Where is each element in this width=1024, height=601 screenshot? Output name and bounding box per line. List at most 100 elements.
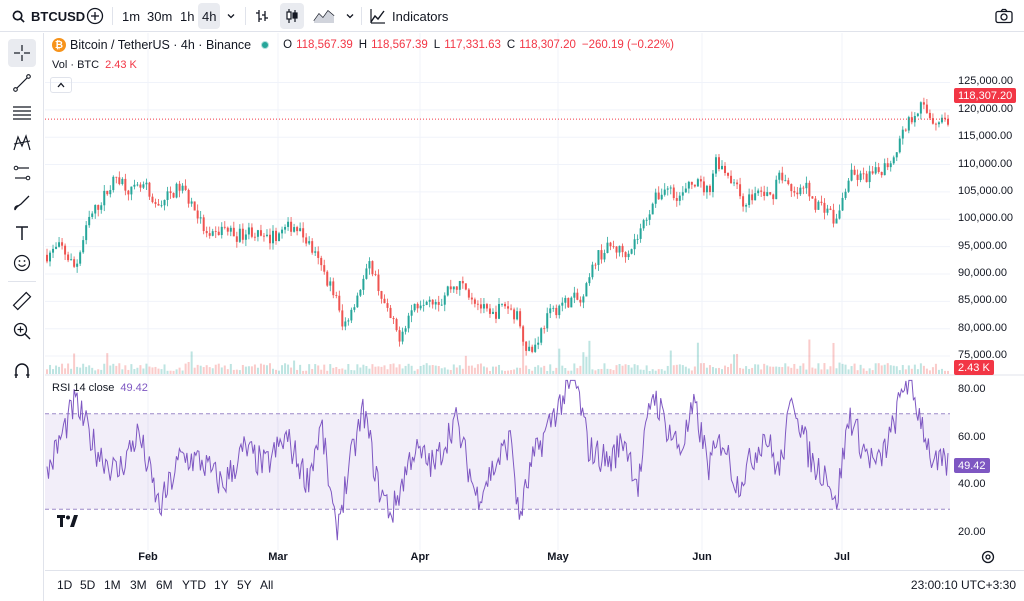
interval-4h[interactable]: 4h [198,3,221,29]
volume-bar [639,369,642,374]
candle-body [826,208,829,213]
volume-bar [684,366,687,374]
candle-body [443,295,446,305]
candle-body [733,182,736,184]
volume-bar [437,366,440,374]
candle-body [802,187,805,189]
range-all[interactable]: All [260,578,274,592]
candle-body [76,263,79,267]
volume-bar [606,368,609,374]
candles-button[interactable] [280,3,304,29]
volume-bar [115,365,118,374]
fib-tool[interactable] [8,99,36,127]
candle-body [829,208,832,210]
range-1m[interactable]: 1M [104,578,121,592]
candle-body [338,295,341,311]
time-axis-label: May [547,551,569,563]
chart-type-button[interactable] [310,3,338,29]
time-axis-label: Jul [834,551,850,563]
screenshot-button[interactable] [992,3,1016,29]
volume-bar [808,339,811,374]
collapse-legend-button[interactable] [50,77,72,93]
candle-body [383,298,386,304]
range-1d[interactable]: 1D [57,578,73,592]
range-5d[interactable]: 5D [80,578,96,592]
trend-line-tool[interactable] [8,69,36,97]
volume-bar [392,363,395,374]
interval-dropdown[interactable] [219,3,243,29]
volume-bar [564,368,567,374]
projection-tool[interactable] [8,159,36,187]
fib-icon [13,106,31,120]
chart-settings-button[interactable] [980,549,996,565]
candle-body [793,191,796,193]
volume-bar [850,366,853,374]
chart-type-dropdown[interactable] [338,3,362,29]
bottom-toolbar: 1D 5D 1M 3M 6M YTD 1Y 5Y All 23:00:10 UT… [45,570,1024,601]
candle-body [576,292,579,300]
volume-bar [133,369,136,374]
volume-bar [742,368,745,374]
time-axis-label: Mar [268,551,288,563]
candle-body [91,213,94,217]
indicators-button[interactable]: Indicators [366,3,452,29]
volume-bar [943,370,946,374]
zoom-tool[interactable] [8,317,36,345]
candle-body [754,193,757,201]
bar-chart-button[interactable] [250,3,274,29]
ruler-tool[interactable] [8,287,36,315]
candle-body [841,197,844,211]
brush-tool[interactable] [8,189,36,217]
candle-body [600,250,603,260]
volume-bar [937,369,940,374]
interval-1h[interactable]: 1h [180,8,195,24]
range-ytd[interactable]: YTD [182,578,206,592]
volume-bar [413,370,416,374]
range-1y[interactable]: 1Y [214,578,229,592]
range-5y[interactable]: 5Y [237,578,252,592]
candle-body [359,289,362,296]
range-3m[interactable]: 3M [130,578,147,592]
volume-bar [275,369,278,374]
candle-body [705,185,708,193]
volume-bar [235,369,238,374]
candle-body [296,227,299,232]
candle-body [775,179,778,200]
volume-bar [479,363,482,374]
volume-bar [407,363,410,374]
volume-bar [329,364,332,374]
candle-body [621,245,624,253]
pattern-tool[interactable] [8,129,36,157]
symbol-search-button[interactable]: BTCUSD [8,3,89,29]
text-tool[interactable] [8,219,36,247]
candle-body [268,234,271,244]
range-6m[interactable]: 6M [156,578,173,592]
volume-bar [470,365,473,374]
toolbar-divider [245,7,246,25]
candle-body [582,296,585,303]
volume-bar [103,363,106,374]
crosshair-tool[interactable] [8,39,36,67]
magnet-tool[interactable] [8,357,36,385]
tradingview-logo[interactable] [57,515,79,530]
volume-bar [510,370,513,374]
price-chart[interactable] [45,33,1024,570]
interval-30m[interactable]: 30m [147,8,173,24]
clock[interactable]: 23:00:10 UTC+3:30 [910,578,1016,592]
candle-body [308,241,311,244]
volume-bar [389,364,392,374]
volume-bar [374,366,377,374]
rsi-legend: RSI 14 close 49.42 [52,382,148,394]
volume-bar [281,365,284,374]
interval-1m[interactable]: 1m [122,8,141,24]
volume-bar [775,366,778,374]
volume-bar [226,369,229,374]
candle-body [865,173,868,183]
drawing-toolbar [0,33,44,601]
volume-bar [919,363,922,374]
change-value: −260.19 (−0.22%) [581,39,674,51]
volume-bar [121,369,124,374]
compare-symbol-button[interactable] [84,3,106,29]
candle-body [326,271,329,286]
emoji-tool[interactable] [8,249,36,277]
